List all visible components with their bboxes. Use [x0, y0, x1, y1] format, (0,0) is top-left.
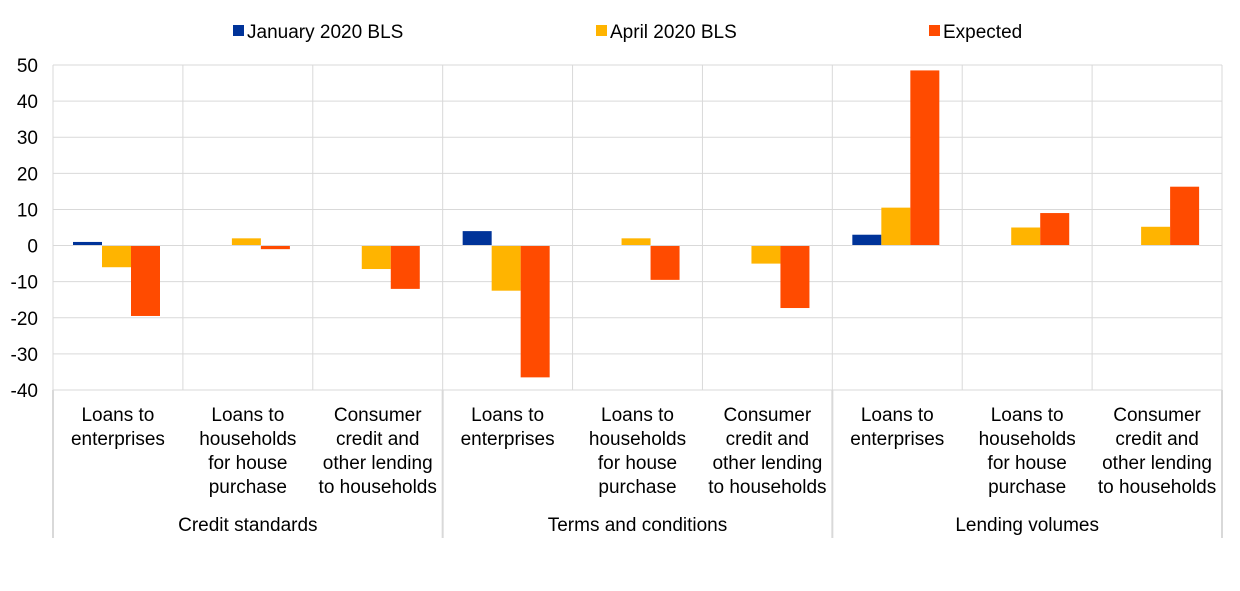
y-tick-label: 50 [17, 56, 38, 77]
category-label: Loans to households for house purchase [589, 405, 686, 498]
category-label: Consumer credit and other lending to househ… [708, 405, 826, 498]
bar [102, 245, 131, 268]
bar [1170, 186, 1200, 246]
category-label: Loans to enterprises [461, 405, 555, 450]
x-axis-category-labels: Loans to enterprises Loans to households for… [71, 405, 1216, 498]
group-label: Terms and conditions [548, 515, 728, 536]
bars [73, 70, 1200, 378]
legend-swatch [233, 25, 244, 36]
bar [1011, 227, 1041, 246]
legend-swatch [929, 25, 940, 36]
y-tick-label: 10 [17, 200, 38, 221]
legend-label: April 2020 BLS [610, 22, 737, 43]
bar [751, 245, 781, 264]
bar [910, 70, 940, 246]
y-tick-label: -30 [11, 345, 38, 366]
legend-label: January 2020 BLS [247, 22, 403, 43]
bar [1141, 226, 1171, 246]
bar [520, 245, 550, 378]
bar [260, 245, 290, 250]
category-label: Loans to enterprises [850, 405, 944, 450]
bar [621, 238, 651, 246]
y-tick-label: 0 [27, 237, 38, 258]
y-axis-tick-labels: -40 -30 -20 -10 0 10 20 30 40 50 [11, 56, 38, 402]
category-label: Loans to enterprises [71, 405, 165, 450]
bar [390, 245, 420, 289]
chart-legend: January 2020 BLS April 2020 BLS Expected [233, 22, 1022, 43]
category-label: Consumer credit and other lending to househ… [319, 405, 437, 498]
y-tick-label: -40 [11, 381, 38, 402]
bar [881, 207, 911, 246]
y-tick-label: 40 [17, 92, 38, 113]
bar [73, 241, 102, 246]
y-tick-label: 20 [17, 164, 38, 185]
group-label: Lending volumes [955, 515, 1099, 536]
bar [491, 245, 521, 291]
x-axis-group-labels: Credit standards Terms and conditions Lend… [178, 515, 1099, 536]
y-tick-label: -20 [11, 309, 38, 330]
bar [852, 234, 882, 246]
legend-label: Expected [943, 22, 1022, 43]
y-tick-label: 30 [17, 128, 38, 149]
category-label: Loans to households for house purchase [979, 405, 1076, 498]
bar [361, 245, 391, 270]
y-tick-label: -10 [11, 273, 38, 294]
category-label: Consumer credit and other lending to househ… [1098, 405, 1216, 498]
group-label: Credit standards [178, 515, 317, 536]
bar [780, 245, 810, 309]
legend-swatch [596, 25, 607, 36]
category-label: Loans to households for house purchase [199, 405, 296, 498]
bar [462, 231, 492, 246]
bar [650, 245, 680, 280]
bar [231, 238, 261, 246]
axes [52, 245, 1223, 538]
bar [1040, 213, 1070, 246]
bar [131, 245, 160, 316]
